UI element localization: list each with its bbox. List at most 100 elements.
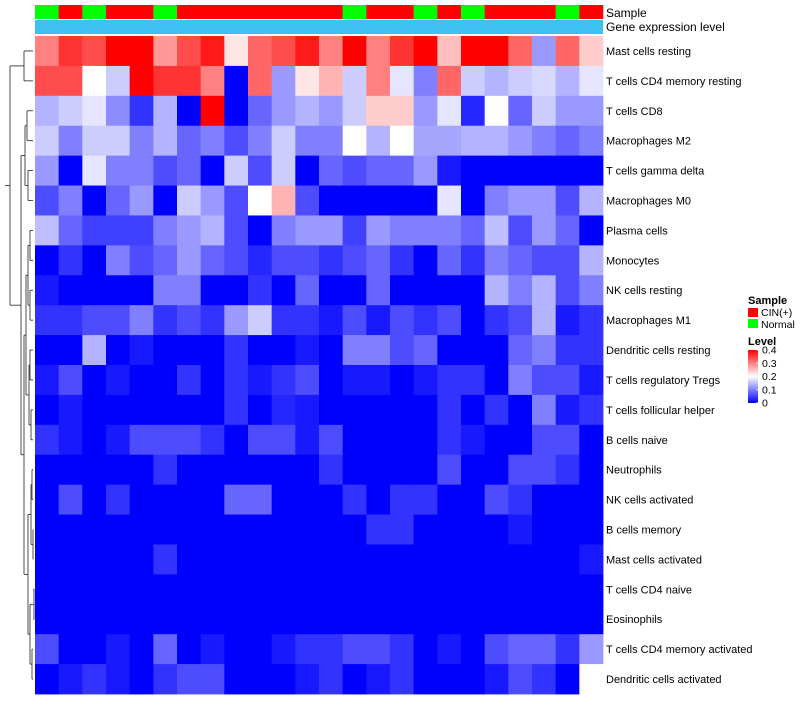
heatmap-cell — [319, 664, 344, 695]
heatmap-cell — [177, 125, 202, 157]
heatmap-cell — [342, 215, 367, 246]
heatmap-cell — [437, 155, 462, 186]
heatmap-cell — [177, 185, 202, 216]
sample-cell — [106, 5, 130, 19]
heatmap-cell — [508, 424, 533, 456]
heatmap-cell — [461, 245, 486, 276]
heatmap-cell — [82, 185, 107, 216]
heatmap-cell — [484, 664, 509, 695]
heatmap-cell — [366, 604, 391, 635]
heatmap-cell — [129, 335, 154, 366]
heatmap-cell — [342, 185, 367, 216]
heatmap-cell — [342, 36, 367, 67]
heatmap-cell — [342, 484, 367, 515]
heatmap-cell — [579, 125, 604, 157]
heatmap-cell — [295, 305, 320, 336]
heatmap-cell — [35, 185, 60, 216]
heatmap-cell — [177, 394, 202, 426]
heatmap-cell — [35, 215, 60, 246]
heatmap-cell — [58, 604, 83, 635]
heatmap-cell — [248, 365, 273, 396]
heatmap-cell — [58, 394, 83, 426]
heatmap-cell — [106, 544, 131, 575]
heatmap-cell — [579, 604, 604, 635]
heatmap-cell — [295, 215, 320, 246]
heatmap-cell — [58, 514, 83, 545]
heatmap-cell — [200, 95, 225, 127]
heatmap-cells — [35, 36, 604, 695]
heatmap-cell — [177, 514, 202, 545]
heatmap-cell — [153, 65, 178, 97]
heatmap-cell — [461, 305, 486, 336]
heatmap-cell — [35, 664, 60, 695]
heatmap-cell — [58, 574, 83, 605]
heatmap-cell — [200, 125, 225, 157]
heatmap-cell — [200, 155, 225, 186]
heatmap-cell — [532, 544, 557, 575]
heatmap-cell — [177, 95, 202, 127]
heatmap-cell — [106, 604, 131, 635]
heatmap-cell — [532, 424, 557, 456]
heatmap-cell — [413, 574, 438, 605]
heatmap-cell — [390, 305, 415, 336]
heatmap-cell — [555, 185, 580, 216]
heatmap-cell — [413, 664, 438, 695]
heatmap-cell — [532, 215, 557, 246]
heatmap-cell — [319, 335, 344, 366]
heatmap-cell — [366, 454, 391, 486]
row-label: T cells CD4 naive — [606, 584, 692, 596]
heatmap-cell — [319, 394, 344, 426]
heatmap-cell — [532, 574, 557, 605]
heatmap-cell — [248, 36, 273, 67]
heatmap-cell — [532, 484, 557, 515]
heatmap-cell — [224, 634, 249, 665]
heatmap-cell — [413, 185, 438, 216]
heatmap-cell — [508, 664, 533, 695]
heatmap-cell — [153, 215, 178, 246]
heatmap-cell — [295, 155, 320, 186]
heatmap-cell — [484, 365, 509, 396]
heatmap-cell — [271, 245, 296, 276]
heatmap-cell — [224, 514, 249, 545]
heatmap-cell — [437, 424, 462, 456]
heatmap-cell — [508, 215, 533, 246]
heatmap-cell — [200, 365, 225, 396]
row-labels: Mast cells resting T cells CD4 memory res… — [606, 46, 753, 686]
heatmap-cell — [579, 574, 604, 605]
heatmap-cell — [35, 125, 60, 157]
heatmap-cell — [248, 335, 273, 366]
heatmap-cell — [129, 36, 154, 67]
heatmap-cell — [129, 664, 154, 695]
level-tick-label: 0 — [762, 398, 768, 410]
heatmap-cell — [271, 365, 296, 396]
heatmap-cell — [58, 424, 83, 456]
heatmap-cell — [129, 454, 154, 486]
heatmap-cell — [390, 245, 415, 276]
sample-cell — [579, 5, 604, 19]
heatmap-cell — [153, 95, 178, 127]
sample-annotation-label: Sample — [606, 6, 647, 20]
heatmap-cell — [342, 245, 367, 276]
heatmap-cell — [129, 95, 154, 127]
heatmap-cell — [508, 634, 533, 665]
heatmap-cell — [129, 574, 154, 605]
heatmap-cell — [177, 365, 202, 396]
heatmap-cell — [248, 484, 273, 515]
heatmap-cell — [129, 65, 154, 97]
heatmap-cell — [555, 484, 580, 515]
heatmap-cell — [106, 634, 131, 665]
heatmap-cell — [366, 275, 391, 306]
heatmap-cell — [319, 544, 344, 575]
heatmap-cell — [579, 95, 604, 127]
heatmap-cell — [200, 604, 225, 635]
heatmap-cell — [508, 484, 533, 515]
heatmap-cell — [82, 65, 107, 97]
sample-cell — [484, 5, 509, 19]
heatmap-cell — [200, 634, 225, 665]
heatmap-cell — [461, 365, 486, 396]
heatmap-cell — [271, 574, 296, 605]
heatmap-cell — [248, 514, 273, 545]
heatmap-cell — [437, 604, 462, 635]
heatmap-cell — [248, 275, 273, 306]
heatmap-cell — [413, 544, 438, 575]
